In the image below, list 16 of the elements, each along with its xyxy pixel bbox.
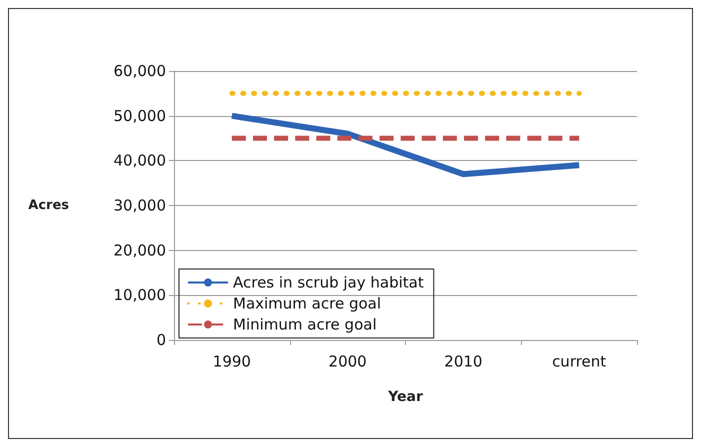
x-tick-label: 1990 — [212, 352, 251, 370]
y-tick-label: 50,000 — [114, 106, 166, 125]
y-tick-label: 20,000 — [114, 241, 166, 260]
legend-label: Maximum acre goal — [233, 294, 382, 312]
y-axis-title: Acres — [28, 198, 70, 213]
y-tick-label: 60,000 — [114, 62, 166, 80]
x-axis-title: Year — [387, 389, 423, 405]
y-tick-label: 30,000 — [114, 196, 166, 214]
x-tick-label: 2000 — [328, 352, 367, 370]
y-tick-label: 10,000 — [114, 286, 166, 304]
x-tick-label: 2010 — [444, 352, 482, 370]
legend-label: Acres in scrub jay habitat — [233, 274, 424, 292]
x-tick-label: current — [552, 352, 606, 370]
y-tick-label: 0 — [156, 331, 166, 349]
y-tick-label: 40,000 — [114, 152, 166, 170]
legend-label: Minimum acre goal — [233, 316, 377, 334]
